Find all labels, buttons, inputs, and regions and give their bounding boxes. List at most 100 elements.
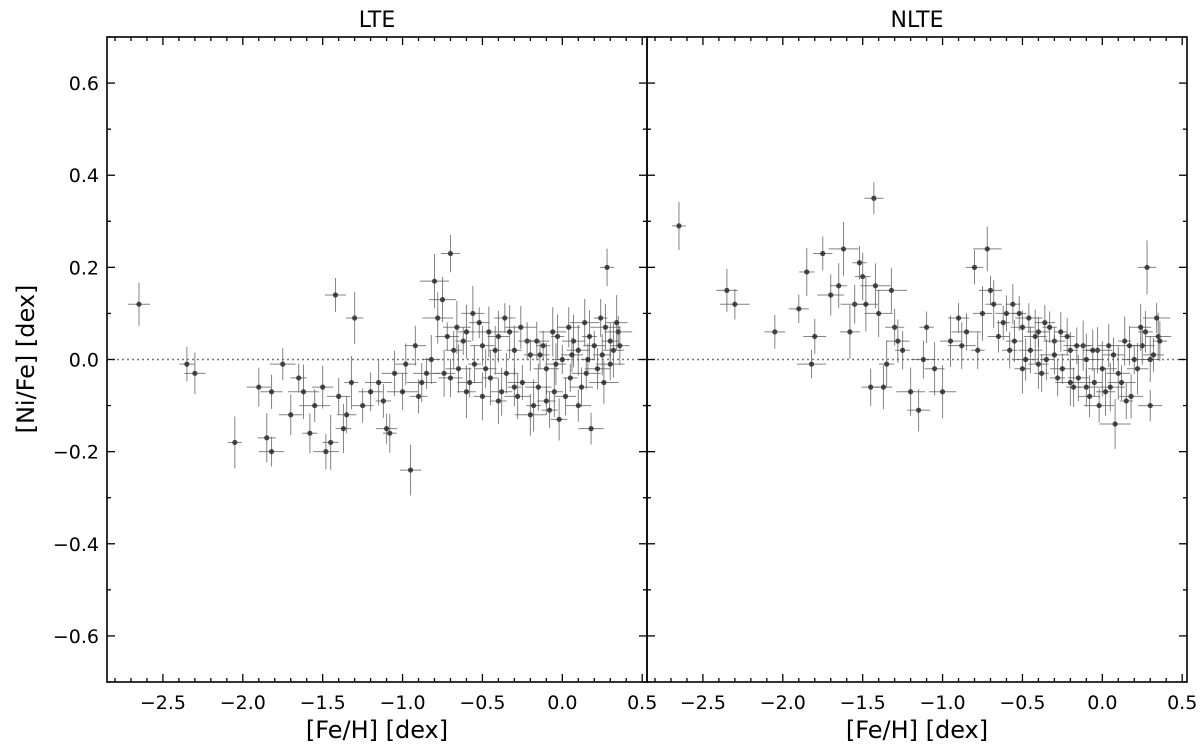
data-point [923,324,930,330]
data-point [1067,379,1073,386]
data-point [483,366,489,372]
data-point [959,343,965,349]
data-point [546,407,553,413]
x-tick-label: −1.0 [379,692,425,714]
data-point [307,430,313,436]
data-point [607,361,613,367]
data-point [1106,343,1112,349]
data-point [724,287,730,293]
data-point [511,384,517,390]
data-point [439,297,446,303]
data-point [336,393,342,399]
data-point [1059,366,1065,372]
data-point [578,384,585,390]
data-point [732,301,738,307]
data-points-nlte [671,182,1172,449]
data-point [375,379,382,386]
data-point [407,467,414,473]
data-point [332,292,339,298]
data-point [463,389,470,395]
data-point [391,370,398,376]
data-point [1067,347,1073,353]
data-point [530,402,537,409]
data-point [575,347,581,353]
data-point [136,301,142,307]
data-point [562,393,569,399]
data-point [280,361,286,367]
data-point [566,324,572,330]
x-tick-label: −1.5 [300,692,346,714]
data-point [435,315,441,321]
data-point [534,338,540,344]
data-point [1023,356,1029,363]
data-point [585,356,591,363]
data-point [1007,347,1013,353]
x-tick-label: −1.5 [840,692,886,714]
data-point [320,384,326,390]
data-point [444,333,450,340]
data-point [447,250,454,257]
panel-lte: LTE −2.5 −2.0 −1.5 −1.0 −0.5 0.0 0.5 −0.6 −0.4 −0… [12,8,657,744]
data-point [527,352,533,358]
data-point [588,426,594,432]
data-point [511,347,517,353]
data-point [772,329,778,335]
data-point [1086,393,1093,399]
data-point [502,315,508,321]
data-point [871,195,877,201]
panel-nlte: NLTE −2.5 −2.0 −1.5 −1.0 −0.5 0.0 0.5 [Fe/H] [… [646,8,1197,744]
data-point [1099,366,1105,372]
data-point [602,324,609,330]
data-point [984,246,990,252]
data-point [403,361,409,367]
data-point [1026,315,1032,321]
x-tick-label: −0.5 [999,692,1045,714]
data-point [884,361,890,367]
data-point [820,250,826,257]
x-tick-label: −0.5 [459,692,505,714]
data-point [836,283,842,289]
data-point [476,320,482,326]
data-point [582,320,588,326]
x-tick-label: −2.5 [140,692,186,714]
plot-frame-nlte [646,36,1188,683]
data-point [601,379,607,386]
data-point [1123,398,1129,404]
data-point [876,310,882,317]
x-tick-label: −2.5 [680,692,726,714]
y-tick-label: 0.0 [69,350,99,372]
data-point [1011,338,1018,344]
data-point [1115,370,1121,376]
data-point [1090,347,1096,353]
data-point [268,449,275,455]
x-tick-label: −2.0 [220,692,266,714]
data-point [1035,329,1042,335]
data-point [192,370,198,376]
data-point [340,426,347,432]
data-point [812,333,818,340]
data-point [1157,338,1163,344]
data-point [971,264,978,270]
data-point [360,402,366,409]
data-point [847,329,853,335]
data-point [455,366,462,372]
x-tick-label: 0.5 [1167,692,1197,714]
data-point [507,329,513,335]
data-point [554,333,561,340]
data-point [1016,310,1022,317]
panel-title-lte: LTE [359,8,396,33]
data-point [495,398,502,404]
x-tick-label: −1.0 [919,692,965,714]
data-point [486,329,492,335]
data-point [535,384,541,390]
data-point [1035,361,1042,367]
data-point [1128,393,1134,399]
data-point [514,393,521,399]
y-tick-label: 0.4 [69,165,99,187]
data-point [296,375,302,381]
data-point [470,310,476,317]
data-point [804,269,810,275]
data-point [888,287,895,293]
data-point [614,320,620,326]
